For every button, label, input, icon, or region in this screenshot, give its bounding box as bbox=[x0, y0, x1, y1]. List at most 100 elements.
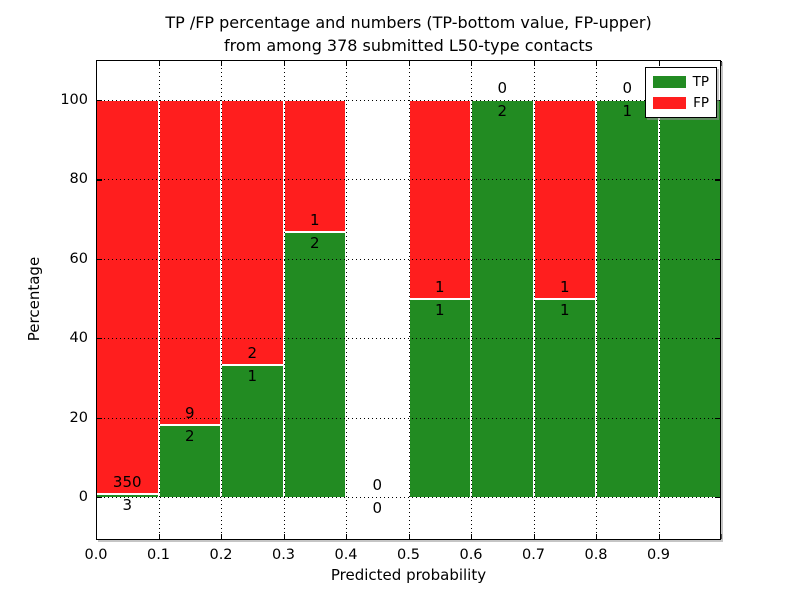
tp-count-label: 2 bbox=[497, 102, 508, 120]
x-tick-mark bbox=[346, 534, 348, 539]
y-tick-mark bbox=[715, 417, 720, 419]
x-tick-mark bbox=[408, 534, 410, 539]
v-gridline bbox=[221, 60, 222, 540]
legend-entry-fp: FP bbox=[653, 95, 709, 111]
x-tick-mark bbox=[283, 534, 285, 539]
legend: TP FP bbox=[645, 67, 717, 118]
tp-count-label: 2 bbox=[184, 426, 195, 445]
v-gridline bbox=[471, 60, 472, 540]
x-tick-mark bbox=[533, 534, 535, 539]
x-tick-label: 0.0 bbox=[84, 547, 108, 563]
legend-entry-tp: TP bbox=[653, 74, 709, 90]
bar-segment-tp bbox=[283, 232, 346, 498]
bar-segment-tp bbox=[658, 100, 721, 498]
tp-count-label: 1 bbox=[559, 300, 570, 319]
legend-label-fp: FP bbox=[693, 94, 709, 111]
x-tick-label: 0.5 bbox=[396, 547, 421, 563]
v-gridline bbox=[408, 60, 410, 540]
v-gridline bbox=[346, 60, 347, 540]
tp-count-label: 1 bbox=[247, 366, 258, 385]
x-tick-mark bbox=[658, 534, 660, 539]
chart-title-line2: from among 378 submitted L50-type contac… bbox=[224, 36, 593, 55]
v-gridline bbox=[158, 60, 160, 540]
tp-count-label: 1 bbox=[622, 102, 633, 120]
bar-segment-fp bbox=[221, 100, 284, 365]
x-tick-label: 0.4 bbox=[334, 547, 358, 563]
bar-segment-tp bbox=[471, 100, 534, 498]
bar-segment-fp bbox=[283, 100, 346, 233]
y-tick-mark bbox=[715, 179, 720, 181]
tp-count-label: 1 bbox=[434, 300, 445, 319]
bar-segment-tp bbox=[596, 100, 659, 498]
x-tick-label: 0.8 bbox=[584, 547, 608, 563]
bar-segment-fp bbox=[96, 100, 159, 494]
y-tick-label: 0 bbox=[78, 489, 88, 505]
y-tick-mark bbox=[97, 258, 102, 260]
y-tick-label: 20 bbox=[69, 409, 88, 426]
v-gridline bbox=[596, 60, 597, 540]
y-tick-mark bbox=[97, 417, 102, 419]
x-tick-mark bbox=[96, 534, 98, 539]
y-tick-mark bbox=[97, 179, 102, 181]
y-tick-mark bbox=[97, 100, 102, 102]
fp-swatch-icon bbox=[653, 96, 686, 109]
x-tick-mark bbox=[721, 61, 723, 66]
fp-count-label: 0 bbox=[622, 79, 633, 97]
x-tick-mark bbox=[408, 61, 410, 66]
x-tick-label: 0.9 bbox=[646, 547, 671, 563]
y-tick-label: 40 bbox=[69, 330, 88, 347]
tp-count-label: 2 bbox=[309, 234, 320, 253]
x-tick-label: 0.7 bbox=[521, 547, 546, 563]
v-gridline bbox=[283, 60, 285, 540]
y-tick-mark bbox=[715, 338, 720, 340]
tp-count-label: 3 bbox=[122, 495, 133, 514]
x-tick-mark bbox=[346, 61, 348, 66]
v-gridline bbox=[658, 60, 660, 540]
fp-count-label: 9 bbox=[184, 403, 195, 422]
x-tick-mark bbox=[471, 534, 473, 539]
tp-count-label: 0 bbox=[372, 499, 383, 517]
x-tick-mark bbox=[533, 61, 535, 66]
y-tick-mark bbox=[715, 258, 720, 260]
x-tick-label: 0.1 bbox=[146, 547, 171, 563]
bar-segment-fp bbox=[533, 100, 596, 299]
tp-swatch-icon bbox=[653, 76, 686, 89]
x-tick-mark bbox=[221, 61, 223, 66]
fp-count-label: 0 bbox=[497, 79, 508, 97]
bar-segment-tp bbox=[408, 298, 471, 498]
x-tick-mark bbox=[158, 61, 160, 66]
y-axis-label: Percentage bbox=[25, 256, 43, 342]
fp-count-label: 1 bbox=[559, 277, 570, 296]
x-tick-label: 0.6 bbox=[459, 547, 483, 563]
x-tick-mark bbox=[596, 534, 598, 539]
chart-title-line1: TP /FP percentage and numbers (TP-bottom… bbox=[165, 13, 652, 32]
v-gridline bbox=[533, 60, 535, 540]
fp-count-label: 0 bbox=[372, 476, 383, 494]
x-tick-mark bbox=[283, 61, 285, 66]
chart-title: TP /FP percentage and numbers (TP-bottom… bbox=[96, 11, 721, 57]
y-tick-label: 60 bbox=[69, 250, 88, 267]
y-tick-mark bbox=[97, 338, 102, 340]
y-tick-mark bbox=[97, 497, 102, 499]
fp-count-label: 1 bbox=[434, 277, 445, 296]
bar-segment-fp bbox=[158, 100, 221, 425]
x-axis-label: Predicted probability bbox=[330, 566, 487, 584]
fp-count-label: 1 bbox=[309, 211, 320, 230]
fp-count-label: 2 bbox=[247, 343, 258, 362]
bar-segment-fp bbox=[408, 100, 471, 299]
y-tick-label: 100 bbox=[60, 92, 88, 108]
y-tick-mark bbox=[715, 100, 720, 102]
x-tick-mark bbox=[721, 534, 723, 539]
x-tick-mark bbox=[658, 61, 660, 66]
x-tick-label: 0.2 bbox=[209, 547, 233, 563]
y-tick-label: 80 bbox=[69, 171, 88, 188]
fp-count-label: 350 bbox=[112, 472, 142, 491]
x-tick-mark bbox=[158, 534, 160, 539]
x-tick-mark bbox=[221, 534, 223, 539]
bar-segment-tp bbox=[533, 298, 596, 498]
x-tick-mark bbox=[471, 61, 473, 66]
y-tick-mark bbox=[715, 497, 720, 499]
x-tick-label: 0.3 bbox=[271, 547, 296, 563]
legend-label-tp: TP bbox=[692, 74, 709, 91]
